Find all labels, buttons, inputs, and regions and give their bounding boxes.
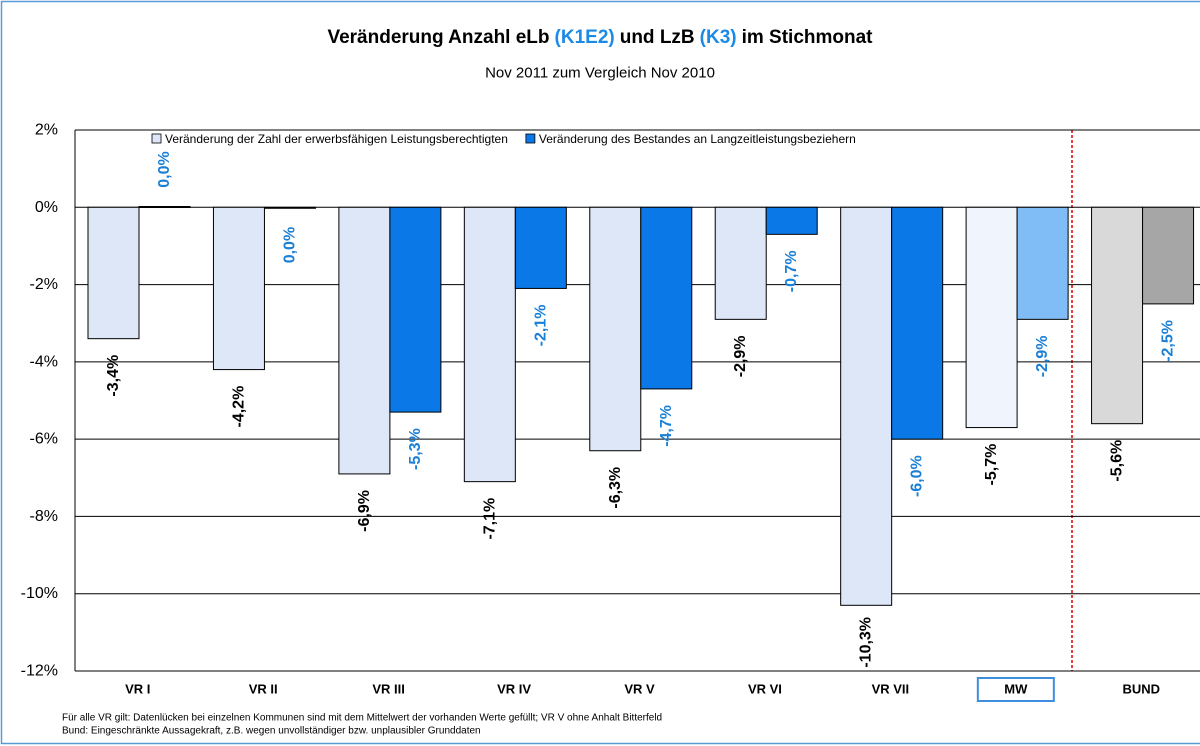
title-part: im Stichmonat (742, 27, 874, 48)
x-tick-label: VR II (249, 682, 278, 697)
value-label: -10,3% (858, 617, 875, 668)
footnote: Bund: Eingeschränkte Aussagekraft, z.B. … (62, 726, 481, 737)
value-label: -2,9% (1034, 335, 1051, 377)
legend-label: Veränderung des Bestandes an Langzeitlei… (539, 132, 856, 146)
y-tick-label: -8% (30, 508, 58, 525)
value-label: -5,3% (407, 428, 424, 470)
title-part: und LzB (620, 27, 695, 48)
x-tick-label: VR IV (497, 682, 531, 697)
y-tick-label: -10% (21, 585, 58, 602)
y-tick-label: 0% (35, 199, 58, 216)
value-label: -6,0% (909, 455, 926, 497)
legend-swatch (525, 133, 536, 144)
value-label: -7,1% (481, 498, 498, 540)
y-tick-label: -6% (30, 431, 58, 448)
bar (1091, 206, 1144, 425)
value-label: -6,9% (356, 490, 373, 532)
title-part: Veränderung Anzahl eLb (327, 27, 549, 48)
bar (1142, 206, 1195, 305)
bar (463, 206, 516, 483)
x-tick-label: VR I (125, 682, 150, 697)
value-label: -2,9% (732, 335, 749, 377)
x-tick-label: MW (1004, 682, 1028, 697)
value-label: -2,1% (532, 305, 549, 347)
value-label: -4,2% (230, 386, 247, 428)
value-label: -5,6% (1109, 440, 1126, 482)
title-part: (K3) (700, 27, 737, 48)
chart-title: Veränderung Anzahl eLb (K1E2) und LzB (K3) i… (327, 27, 873, 48)
x-tick-label: BUND (1122, 682, 1160, 697)
x-tick-label: VR V (624, 682, 655, 697)
y-tick-label: -2% (30, 276, 58, 293)
legend-label: Veränderung der Zahl der erwerbsfähigen … (165, 132, 508, 146)
bar (589, 206, 642, 452)
bar (965, 206, 1018, 429)
bar (389, 206, 442, 413)
bar (212, 206, 265, 371)
y-tick-label: -4% (30, 353, 58, 370)
value-label: 0,0% (156, 151, 173, 187)
value-label: -5,7% (983, 444, 1000, 486)
category-box (976, 677, 1055, 702)
bar (338, 206, 391, 475)
bar (1016, 206, 1069, 320)
bar (891, 206, 944, 440)
title-part: (K1E2) (555, 27, 615, 48)
bar (840, 206, 893, 606)
y-tick-label: 2% (35, 122, 58, 139)
bar (263, 206, 316, 209)
x-tick-label: VR VII (872, 682, 910, 697)
bar (714, 206, 767, 320)
bar (514, 206, 567, 289)
bar (640, 206, 693, 390)
value-label: 0,0% (281, 227, 298, 263)
legend-swatch (151, 133, 162, 144)
x-tick-label: VR III (372, 682, 405, 697)
value-label: -4,7% (658, 405, 675, 447)
bar (138, 206, 191, 209)
chart-subtitle: Nov 2011 zum Vergleich Nov 2010 (485, 65, 715, 82)
value-label: -3,4% (105, 355, 122, 397)
x-tick-label: VR VI (748, 682, 782, 697)
bar (765, 206, 818, 235)
value-label: -6,3% (607, 467, 624, 509)
footnote: Für alle VR gilt: Datenlücken bei einzel… (62, 713, 662, 724)
y-tick-label: -12% (21, 663, 58, 680)
value-label: -0,7% (783, 250, 800, 292)
bar (87, 206, 140, 340)
value-label: -2,5% (1160, 320, 1177, 362)
